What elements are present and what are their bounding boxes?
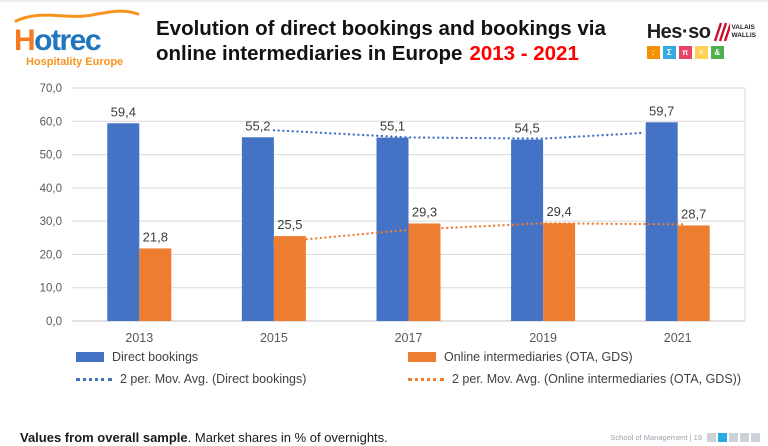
slide-title-line2-text: online intermediaries in Europe	[156, 42, 463, 65]
footer-nav-squares	[707, 433, 760, 442]
legend-item-1: Online intermediaries (OTA, GDS)	[408, 350, 768, 364]
legend-bar-swatch	[408, 352, 436, 362]
data-label: 59,4	[111, 104, 136, 119]
data-label: 54,5	[514, 121, 539, 136]
data-label: 21,8	[143, 229, 168, 244]
data-label: 28,7	[681, 206, 706, 221]
data-label: 55,2	[245, 118, 270, 133]
slide-title-years: 2013 - 2021	[469, 42, 579, 65]
bar-ota-2021	[677, 225, 710, 321]
hesso-slashes-icon	[714, 22, 731, 42]
hotrec-wordmark: Hotrec	[14, 26, 144, 56]
footer-nav-square-3	[740, 433, 749, 442]
hesso-field-icon-3: =	[694, 46, 708, 59]
x-tick-label: 2017	[395, 331, 423, 345]
bar-direct-2015	[241, 137, 274, 321]
footnote-rest: . Market shares in % of overnights.	[187, 430, 388, 445]
footnote-bold: Values from overall sample	[20, 430, 188, 445]
x-tick-label: 2021	[664, 331, 692, 345]
x-tick-label: 2015	[260, 331, 288, 345]
footer-nav-square-2	[729, 433, 738, 442]
legend-item-0: Direct bookings	[76, 350, 408, 364]
hotrec-tagline: Hospitality Europe	[26, 56, 124, 68]
legend-item-3: 2 per. Mov. Avg. (Online intermediaries …	[408, 372, 768, 386]
data-label: 25,5	[277, 217, 302, 232]
data-label: 59,7	[649, 103, 674, 118]
legend-dotted-swatch	[408, 377, 444, 381]
footer-nav-square-0	[707, 433, 716, 442]
bar-direct-2019	[511, 139, 544, 321]
hesso-field-icon-2: π	[678, 46, 692, 59]
data-label: 55,1	[380, 119, 405, 134]
slide-meta: School of Management | 19	[610, 433, 760, 442]
chart-legend: Direct bookings Online intermediaries (OT…	[76, 350, 768, 386]
slide-number-label: School of Management | 19	[610, 433, 702, 442]
trendline-direct	[272, 129, 646, 140]
bar-chart: 0,0 10,0 20,0 30,0 40,0 50,0 60,0 70,0 59,4 55,2 5…	[40, 83, 746, 345]
slide-title: Evolution of direct bookings and booking…	[156, 8, 606, 66]
y-tick-label: 50,0	[40, 150, 62, 162]
legend-bar-swatch	[76, 352, 104, 362]
slide-title-line2: online intermediaries in Europe 2013 - 20…	[156, 41, 606, 66]
legend-item-2: 2 per. Mov. Avg. (Direct bookings)	[76, 372, 408, 386]
slide-title-line1: Evolution of direct bookings and booking…	[156, 17, 606, 40]
y-tick-label: 30,0	[40, 216, 62, 228]
hotrec-logo: Hotrec Hospitality Europe	[14, 8, 144, 68]
footnote: Values from overall sample. Market share…	[20, 430, 388, 445]
bar-direct-2017	[376, 137, 409, 321]
legend-label: Online intermediaries (OTA, GDS)	[444, 350, 633, 364]
hesso-region-top: VALAIS	[731, 24, 755, 31]
bar-ota-2015	[273, 236, 306, 321]
y-tick-label: 70,0	[40, 83, 62, 95]
bar-ota-2017	[408, 223, 441, 321]
slide-header: Hotrec Hospitality Europe Evolution of d…	[0, 2, 768, 78]
x-tick-label: 2019	[529, 331, 557, 345]
bar-ota-2019	[543, 223, 576, 321]
footer-nav-square-4	[751, 433, 760, 442]
bar-ota-2013	[139, 248, 172, 321]
bar-direct-2021	[645, 122, 678, 321]
bar-direct-2013	[107, 123, 140, 321]
hesso-field-icon-1: Σ	[662, 46, 676, 59]
hesso-wordmark: Hes·so	[646, 21, 711, 43]
trendline-ota	[272, 222, 687, 244]
hotrec-swoosh-icon	[14, 9, 140, 23]
slide-footer: Values from overall sample. Market share…	[0, 430, 768, 446]
legend-label: 2 per. Mov. Avg. (Online intermediaries …	[452, 372, 741, 386]
hesso-field-icon-4: &	[710, 46, 724, 59]
y-tick-label: 10,0	[40, 283, 62, 295]
data-label: 29,4	[546, 204, 571, 219]
y-tick-label: 20,0	[40, 249, 62, 261]
hesso-region-label: VALAIS WALLIS	[731, 22, 756, 40]
x-tick-label: 2013	[125, 331, 153, 345]
hotrec-wordmark-rest: otrec	[34, 24, 101, 57]
hesso-region-bottom: WALLIS	[731, 31, 756, 39]
hotrec-wordmark-h: H	[14, 24, 36, 57]
y-tick-label: 0,0	[46, 316, 62, 328]
hesso-field-icon-0: :	[646, 46, 660, 59]
legend-dotted-swatch	[76, 377, 112, 381]
legend-label: Direct bookings	[112, 350, 199, 364]
y-tick-label: 60,0	[40, 116, 62, 128]
footer-nav-square-1	[718, 433, 727, 442]
legend-label: 2 per. Mov. Avg. (Direct bookings)	[120, 372, 307, 386]
y-tick-label: 40,0	[40, 183, 62, 195]
data-label: 29,3	[412, 204, 437, 219]
